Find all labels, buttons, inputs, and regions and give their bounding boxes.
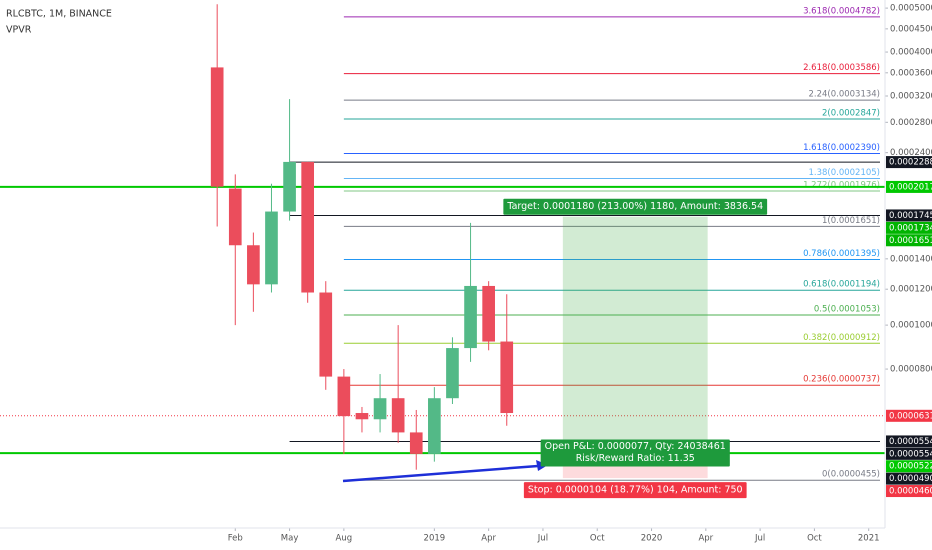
price-tag-label: 0.0000554	[889, 449, 932, 459]
price-tag-label: 0.0000522	[889, 462, 932, 472]
ratio-label: Risk/Reward Ratio: 11.35	[576, 453, 695, 464]
y-tick-label: 0.0004000	[890, 48, 932, 58]
price-tag	[886, 460, 932, 473]
candle-body	[373, 398, 387, 420]
candle-body	[301, 161, 315, 293]
x-tick-label: Apr	[481, 534, 496, 544]
x-tick-label: Oct	[590, 534, 605, 544]
candle-body	[464, 285, 477, 349]
fib-level-label: 0.382(0.0000912)	[803, 333, 880, 343]
x-tick-label: Jul	[754, 534, 765, 544]
price-tag-label: 0.0002288	[889, 158, 932, 168]
y-tick-label: 0.0001000	[890, 321, 932, 331]
candle-body	[247, 245, 260, 285]
stop-label: Stop: 0.0000104 (18.77%) 104, Amount: 75…	[528, 485, 743, 496]
x-tick-label: Oct	[807, 534, 822, 544]
price-tag	[886, 409, 932, 422]
price-tag	[886, 209, 932, 222]
y-tick-label: 0.0003600	[890, 68, 932, 78]
x-tick-label: 2020	[641, 534, 663, 544]
stop-label-box	[523, 482, 747, 499]
price-tag-label: 0.0001745	[889, 211, 932, 221]
fib-level-label: 2(0.0002847)	[822, 109, 880, 119]
candle-body	[391, 398, 405, 433]
candle-body	[500, 341, 514, 414]
price-tag	[886, 156, 932, 169]
chart-title: RLCBTC, 1M, BINANCE	[6, 9, 112, 20]
price-tag-label: 0.0001734	[889, 223, 932, 233]
x-tick-label: 2019	[424, 534, 446, 544]
price-tag	[886, 180, 932, 193]
y-tick-label: 0.0001400	[890, 254, 932, 264]
target-zone	[562, 216, 708, 442]
price-tag-label: 0.0000460	[889, 487, 932, 497]
fib-level-label: 2.618(0.0003586)	[803, 63, 880, 73]
pnl-label: Open P&L: 0.0000077, Qty: 24038461	[545, 441, 726, 452]
price-tag-label: 0.0001651	[889, 236, 932, 246]
y-tick-label: 0.0002400	[890, 148, 932, 158]
price-tag-label: 0.0000554	[889, 437, 932, 447]
x-tick-label: 2021	[858, 534, 880, 544]
x-tick-label: May	[281, 534, 299, 544]
indicator-label: VPVR	[6, 25, 32, 36]
trend-arrow	[342, 464, 539, 483]
y-tick-label: 0.0004500	[890, 24, 932, 34]
fib-level-label: 3.618(0.0004782)	[803, 6, 880, 16]
y-tick-label: 0.0001200	[890, 285, 932, 295]
fib-level-label: 1.618(0.0002390)	[803, 143, 880, 153]
price-tag-label: 0.0002017	[889, 182, 932, 192]
candle-body	[265, 211, 278, 285]
candle-body	[319, 292, 333, 377]
fib-level-label: 1.38(0.0002105)	[808, 168, 880, 178]
candle-body	[210, 67, 224, 187]
main-layer	[210, 4, 514, 470]
candle-body	[409, 432, 423, 454]
fib-level-label: 1(0.0001651)	[822, 216, 880, 226]
y-tick-label: 0.0005000	[890, 4, 932, 14]
candle-body	[283, 161, 296, 212]
price-tag	[886, 485, 932, 498]
y-tick-label: 0.0002800	[890, 118, 932, 128]
price-tags: 0.0002288 0.0002017 0.0001745 0.0001734 0.00…	[886, 156, 932, 498]
x-tick-label: Apr	[698, 534, 713, 544]
fib-level-label: 0.618(0.0001194)	[803, 280, 880, 290]
price-tag	[886, 435, 932, 448]
candle-body	[446, 348, 459, 399]
x-tick-label: Jul	[537, 534, 548, 544]
price-tag	[886, 447, 932, 460]
price-tag-label: 0.0000490	[889, 474, 932, 484]
candle-body	[428, 398, 441, 454]
y-tick-label: 0.0003200	[890, 92, 932, 102]
price-tag	[886, 472, 932, 485]
fib-level-label: 0.5(0.0001053)	[814, 304, 880, 314]
candle-body	[355, 413, 369, 420]
fib-level-label: 0.236(0.0000737)	[803, 375, 880, 385]
price-tag-label: 0.0000631	[889, 411, 932, 421]
candle-body	[228, 188, 242, 246]
target-label-box	[503, 198, 768, 215]
fib-level-label: 0.786(0.0001395)	[803, 249, 880, 259]
price-tag	[886, 221, 932, 234]
front-layer: Target: 0.0001180 (213.00%) 1180, Amount…	[342, 198, 768, 499]
candle-body	[337, 376, 351, 417]
candle-body	[482, 285, 495, 342]
fib-level-label: 2.24(0.0003134)	[808, 90, 880, 100]
x-tick-label: Feb	[228, 534, 243, 544]
pnl-box	[540, 439, 730, 467]
price-tag	[886, 234, 932, 247]
fib-level-label: 0(0.0000455)	[822, 470, 880, 480]
y-tick-label: 0.0000800	[890, 365, 932, 375]
fib-level-label: 1.272(0.0001976)	[803, 180, 880, 190]
target-label: Target: 0.0001180 (213.00%) 1180, Amount…	[506, 201, 763, 212]
x-tick-label: Aug	[336, 534, 353, 544]
